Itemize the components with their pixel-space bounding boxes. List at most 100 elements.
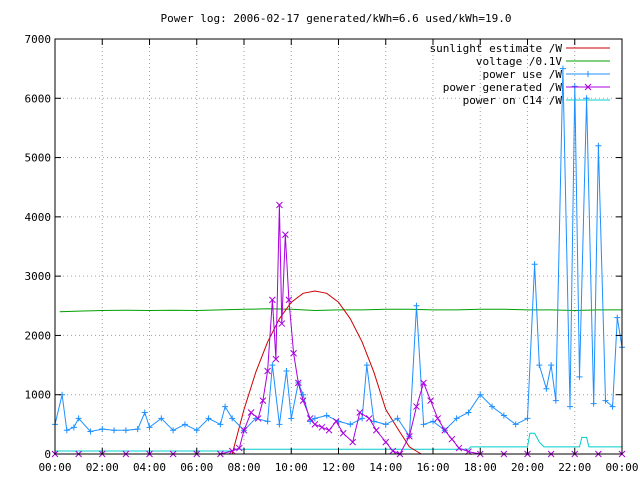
data-point <box>222 403 229 410</box>
data-point <box>272 355 280 363</box>
y-tick-label: 3000 <box>25 270 52 283</box>
x-tick-label: 10:00 <box>275 461 308 474</box>
legend-marker <box>585 71 591 77</box>
data-point <box>552 397 559 404</box>
data-point <box>229 415 236 422</box>
x-tick-label: 18:00 <box>464 461 497 474</box>
data-point <box>382 438 390 446</box>
y-tick-label: 6000 <box>25 92 52 105</box>
data-point <box>134 426 141 433</box>
data-point <box>259 397 267 404</box>
data-point <box>477 391 484 398</box>
data-point <box>413 302 420 309</box>
x-tick-label: 06:00 <box>180 461 213 474</box>
series-line <box>59 308 622 313</box>
data-point <box>281 231 289 238</box>
x-tick-label: 00:00 <box>605 461 638 474</box>
series-group <box>59 308 622 313</box>
x-tick-label: 14:00 <box>369 461 402 474</box>
data-point <box>500 412 507 419</box>
grid <box>55 39 622 454</box>
data-point <box>325 426 333 434</box>
data-point <box>536 362 543 369</box>
data-point <box>332 418 340 425</box>
data-point <box>389 447 397 455</box>
series-group <box>51 201 626 458</box>
x-tick-label: 16:00 <box>416 461 449 474</box>
y-tick-label: 2000 <box>25 329 52 342</box>
data-point <box>512 421 519 428</box>
data-point <box>595 142 602 149</box>
data-point <box>448 435 456 443</box>
data-point <box>264 367 271 375</box>
data-point <box>87 428 94 435</box>
data-point <box>247 409 255 416</box>
series-layer <box>51 65 626 458</box>
data-point <box>122 427 129 434</box>
data-point <box>571 83 578 90</box>
data-point <box>339 429 347 437</box>
data-point <box>268 296 276 304</box>
data-point <box>347 421 354 428</box>
data-point <box>349 438 357 446</box>
data-point <box>323 412 330 419</box>
data-point <box>158 415 165 422</box>
y-tick-label: 5000 <box>25 152 52 165</box>
y-tick-label: 1000 <box>25 389 52 402</box>
data-point <box>278 320 286 327</box>
data-point <box>413 403 420 410</box>
data-point <box>264 418 271 425</box>
data-point <box>489 403 496 410</box>
x-tick-label: 00:00 <box>38 461 71 474</box>
data-point <box>427 397 434 404</box>
data-point <box>382 421 389 428</box>
data-point <box>228 447 236 455</box>
data-point <box>614 314 621 321</box>
data-point <box>441 426 449 434</box>
data-point <box>318 423 326 431</box>
legend-label: power use /W <box>483 68 563 81</box>
data-point <box>70 424 77 431</box>
data-point <box>276 421 283 428</box>
data-point <box>453 415 460 422</box>
data-point <box>434 415 442 422</box>
data-point <box>548 362 555 369</box>
data-point <box>356 409 364 416</box>
data-point <box>543 385 550 392</box>
data-point <box>205 415 212 422</box>
data-point <box>559 65 566 72</box>
data-point <box>75 415 82 422</box>
axis-ticks: 0 1000 2000 3000 4000 5000 6000 7000 00:00 02:00 0… <box>25 33 639 474</box>
data-point <box>363 362 370 369</box>
data-point <box>254 415 262 422</box>
data-point <box>181 421 188 428</box>
data-point <box>311 415 318 422</box>
data-point <box>394 415 401 422</box>
legend-label: sunlight estimate /W <box>430 42 563 55</box>
data-point <box>359 415 366 422</box>
data-point <box>365 415 373 422</box>
data-point <box>531 261 538 268</box>
y-tick-label: 7000 <box>25 33 52 46</box>
x-tick-label: 02:00 <box>86 461 119 474</box>
x-tick-label: 04:00 <box>133 461 166 474</box>
data-point <box>285 296 293 304</box>
series-group <box>52 65 625 440</box>
data-point <box>567 403 574 410</box>
data-point <box>609 403 616 410</box>
legend-label: power on C14 /W <box>463 94 563 107</box>
data-point <box>306 415 314 422</box>
data-point <box>288 415 295 422</box>
data-point <box>524 415 531 422</box>
data-point <box>590 400 597 407</box>
data-point <box>455 444 463 452</box>
data-point <box>99 426 106 433</box>
data-point <box>406 432 413 440</box>
x-tick-label: 22:00 <box>558 461 591 474</box>
data-point <box>63 427 70 434</box>
data-point <box>299 397 307 404</box>
data-point <box>465 409 472 416</box>
data-point <box>240 426 248 434</box>
x-tick-label: 12:00 <box>322 461 355 474</box>
